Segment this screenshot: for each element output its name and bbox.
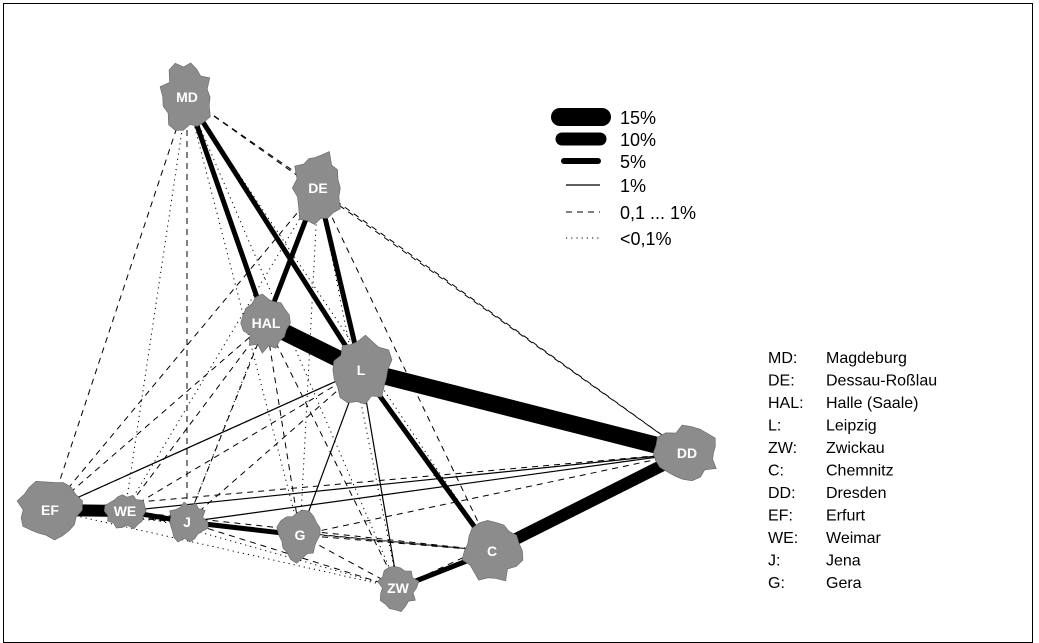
- city-shape-de: [291, 151, 341, 225]
- key-name: Weimar: [826, 530, 881, 547]
- city-shape-md: [159, 62, 211, 131]
- flow-de-we: [124, 187, 319, 512]
- city-label-hal: HAL: [252, 315, 281, 331]
- flow-md-hal: [184, 96, 269, 324]
- city-j: J: [169, 501, 209, 543]
- flow-de-c: [317, 187, 493, 552]
- city-de: DE: [291, 151, 341, 225]
- legend-label-5: 5%: [620, 152, 646, 172]
- city-label-c: C: [487, 543, 497, 559]
- city-md: MD: [159, 62, 211, 131]
- key-name: Zwickau: [826, 440, 885, 457]
- city-zw: ZW: [377, 566, 420, 613]
- flow-l-zw: [360, 369, 399, 589]
- city-shape-hal: [240, 293, 291, 354]
- city-label-zw: ZW: [387, 580, 410, 596]
- flow-l-j: [186, 369, 362, 523]
- key-abbr: J:: [768, 553, 780, 570]
- city-shape-zw: [377, 566, 420, 613]
- city-shape-dd: [652, 424, 717, 482]
- flow-hal-j: [186, 322, 267, 523]
- city-label-de: DE: [308, 180, 327, 196]
- city-c: C: [461, 520, 524, 582]
- city-ef: EF: [16, 480, 83, 541]
- key-name: Dessau-Roßlau: [826, 373, 937, 390]
- city-label-l: L: [357, 362, 366, 378]
- flow-j-dd: [186, 452, 688, 523]
- flow-hal-g: [265, 322, 301, 536]
- flow-l-dd: [358, 361, 690, 462]
- key-abbr: ZW:: [768, 440, 797, 457]
- city-we: WE: [103, 494, 147, 530]
- city-shape-ef: [16, 480, 83, 541]
- key-abbr: MD:: [768, 350, 797, 367]
- flow-diagram: MD DE HAL L ZW C DD EF WE J G 15% 10% 5% 1% 0,1 ..…: [16, 62, 937, 613]
- city-shapes: MD DE HAL L ZW C DD EF WE J G: [16, 62, 717, 613]
- flow-ef-l: [49, 369, 362, 511]
- key-name: Halle (Saale): [826, 395, 918, 412]
- city-shape-g: [276, 509, 321, 564]
- flow-md-zw: [186, 96, 399, 589]
- flow-md-l: [184, 95, 364, 372]
- flow-md-ef: [49, 96, 188, 511]
- key-abbr: HAL:: [768, 395, 804, 412]
- city-shape-j: [169, 501, 209, 543]
- flow-l-c: [358, 368, 495, 553]
- legend-label-15: 15%: [620, 108, 656, 128]
- legend-label-dot: <0,1%: [620, 229, 672, 249]
- city-key: MD: Magdeburg DE: Dessau-Roßlau HAL: Halle (S…: [768, 350, 937, 592]
- key-name: Gera: [826, 575, 862, 592]
- line-width-legend: 15% 10% 5% 1% 0,1 ... 1% <0,1%: [551, 108, 696, 249]
- key-abbr: DE:: [768, 373, 795, 390]
- key-name: Leipzig: [826, 418, 877, 435]
- key-abbr: L:: [768, 418, 781, 435]
- key-abbr: WE:: [768, 530, 798, 547]
- city-shape-c: [461, 520, 524, 582]
- key-name: Erfurt: [826, 508, 866, 525]
- key-abbr: G:: [768, 575, 785, 592]
- key-name: Jena: [826, 553, 861, 570]
- legend-label-10: 10%: [620, 130, 656, 150]
- flow-de-ef: [49, 187, 319, 511]
- flow-hal-zw: [265, 322, 399, 589]
- city-l: L: [332, 334, 393, 405]
- city-dd: DD: [652, 424, 717, 482]
- key-name: Chemnitz: [826, 463, 894, 480]
- flow-md-we: [124, 96, 188, 512]
- legend-label-1: 1%: [620, 176, 646, 196]
- city-shape-l: [332, 334, 393, 405]
- city-label-dd: DD: [677, 445, 697, 461]
- city-label-g: G: [295, 527, 306, 543]
- city-shape-we: [103, 494, 147, 530]
- city-g: G: [276, 509, 321, 564]
- flow-de-g: [299, 187, 319, 536]
- city-label-ef: EF: [41, 502, 59, 518]
- flow-hal-we: [124, 322, 267, 512]
- flow-we-dd: [124, 452, 688, 512]
- key-abbr: C:: [768, 463, 784, 480]
- flow-l-we: [124, 369, 362, 512]
- legend-label-dash: 0,1 ... 1%: [620, 203, 696, 223]
- city-hal: HAL: [240, 293, 291, 354]
- key-name: Magdeburg: [826, 350, 907, 367]
- flow-de-dd: [317, 187, 688, 454]
- flow-md-dd: [186, 96, 688, 454]
- flow-hal-ef: [49, 322, 267, 511]
- flow-j-c: [186, 521, 493, 552]
- flow-c-dd: [489, 447, 690, 557]
- city-label-md: MD: [176, 89, 198, 105]
- key-abbr: DD:: [768, 485, 796, 502]
- key-name: Dresden: [826, 485, 886, 502]
- flow-ef-dd: [49, 452, 688, 511]
- flow-ef-zw: [49, 509, 399, 589]
- city-label-j: J: [183, 514, 191, 530]
- key-abbr: EF:: [768, 508, 793, 525]
- city-label-we: WE: [114, 503, 137, 519]
